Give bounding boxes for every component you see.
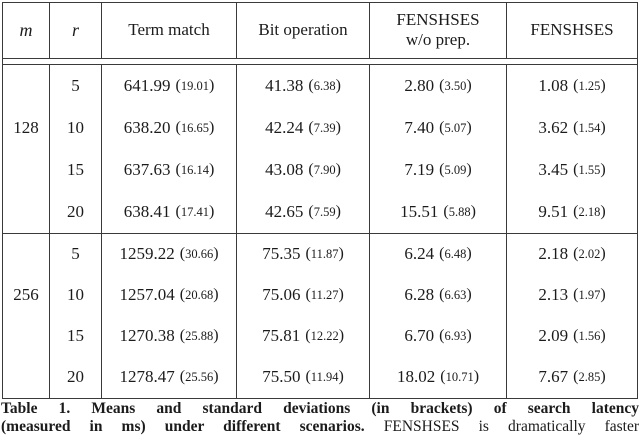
table-row: 15 637.6316.14 43.087.90 7.195.09 3.451.… bbox=[49, 149, 637, 191]
m-value-label: 128 bbox=[3, 107, 49, 149]
header-label-fenshses-wo-prep: FENSHSES w/o prep. bbox=[396, 10, 479, 50]
cell-term-match: 637.6316.14 bbox=[101, 149, 236, 191]
table-row: 5 1259.2230.66 75.3511.87 6.246.48 2.182… bbox=[49, 234, 637, 275]
table-row: 20 638.4117.41 42.657.59 15.515.88 9.512… bbox=[49, 191, 637, 233]
header-cell-fenshses-wo-prep: FENSHSES w/o prep. bbox=[369, 3, 506, 58]
cell-bit-operation: 41.386.38 bbox=[236, 65, 369, 107]
cell-term-match: 1259.2230.66 bbox=[101, 234, 236, 275]
cell-fenshses: 1.081.25 bbox=[506, 65, 637, 107]
cell-fenshses-wo-prep: 7.405.07 bbox=[369, 107, 506, 149]
header-label-bit-operation: Bit operation bbox=[258, 20, 347, 40]
cell-fenshses-wo-prep: 2.803.50 bbox=[369, 65, 506, 107]
r-value-cell: 10 bbox=[49, 275, 101, 316]
table-row: 15 1270.3825.88 75.8112.22 6.706.93 2.09… bbox=[49, 316, 637, 357]
results-table: m r Term match Bit operation FENSHSES w/… bbox=[2, 2, 638, 399]
r-value-cell: 10 bbox=[49, 107, 101, 149]
caption-line-1: Table 1. Means and standard deviations (… bbox=[1, 400, 639, 418]
header-cell-m: m bbox=[3, 3, 49, 58]
header-label-m: m bbox=[20, 20, 33, 41]
table-row: 10 1257.0420.68 75.0611.27 6.286.63 2.13… bbox=[49, 275, 637, 316]
cell-fenshses: 2.131.97 bbox=[506, 275, 637, 316]
r-value-cell: 5 bbox=[49, 65, 101, 107]
cell-bit-operation: 75.3511.87 bbox=[236, 234, 369, 275]
cell-term-match: 638.2016.65 bbox=[101, 107, 236, 149]
header-label-fenshses: FENSHSES bbox=[530, 20, 613, 40]
r-value-cell: 15 bbox=[49, 149, 101, 191]
cell-term-match: 641.9919.01 bbox=[101, 65, 236, 107]
table-row: 5 641.9919.01 41.386.38 2.803.50 1.081.2… bbox=[49, 65, 637, 107]
cell-term-match: 1270.3825.88 bbox=[101, 316, 236, 357]
table-group-256: 256 5 1259.2230.66 75.3511.87 6.246.48 2… bbox=[3, 233, 637, 398]
cell-bit-operation: 75.8112.22 bbox=[236, 316, 369, 357]
r-value-cell: 5 bbox=[49, 234, 101, 275]
cell-fenshses-wo-prep: 7.195.09 bbox=[369, 149, 506, 191]
cell-bit-operation: 43.087.90 bbox=[236, 149, 369, 191]
cell-bit-operation: 75.0611.27 bbox=[236, 275, 369, 316]
table-row: 20 1278.4725.56 75.5011.94 18.0210.71 7.… bbox=[49, 357, 637, 398]
m-value-cell: 128 bbox=[3, 65, 49, 233]
cell-term-match: 638.4117.41 bbox=[101, 191, 236, 233]
cell-fenshses-wo-prep: 6.706.93 bbox=[369, 316, 506, 357]
m-value-label: 256 bbox=[3, 275, 49, 316]
cell-term-match: 1278.4725.56 bbox=[101, 357, 236, 398]
header-label-term-match: Term match bbox=[128, 20, 209, 40]
header-cell-bit-operation: Bit operation bbox=[236, 3, 369, 58]
cell-fenshses: 2.091.56 bbox=[506, 316, 637, 357]
cell-fenshses: 7.672.85 bbox=[506, 357, 637, 398]
table-row: 10 638.2016.65 42.247.39 7.405.07 3.621.… bbox=[49, 107, 637, 149]
cell-fenshses-wo-prep: 6.286.63 bbox=[369, 275, 506, 316]
cell-fenshses: 2.182.02 bbox=[506, 234, 637, 275]
cell-fenshses: 9.512.18 bbox=[506, 191, 637, 233]
cell-fenshses-wo-prep: 15.515.88 bbox=[369, 191, 506, 233]
cell-fenshses: 3.621.54 bbox=[506, 107, 637, 149]
header-cell-fenshses: FENSHSES bbox=[506, 3, 637, 58]
header-row: m r Term match Bit operation FENSHSES w/… bbox=[3, 3, 637, 59]
header-label-r: r bbox=[72, 20, 79, 41]
table-caption: Table 1. Means and standard deviations (… bbox=[1, 400, 639, 435]
cell-bit-operation: 75.5011.94 bbox=[236, 357, 369, 398]
cell-bit-operation: 42.657.59 bbox=[236, 191, 369, 233]
cell-fenshses-wo-prep: 18.0210.71 bbox=[369, 357, 506, 398]
cell-fenshses: 3.451.55 bbox=[506, 149, 637, 191]
cell-term-match: 1257.0420.68 bbox=[101, 275, 236, 316]
r-value-cell: 20 bbox=[49, 191, 101, 233]
cell-fenshses-wo-prep: 6.246.48 bbox=[369, 234, 506, 275]
caption-line-2: (measured in ms) under different scenari… bbox=[1, 418, 639, 435]
header-cell-r: r bbox=[49, 3, 101, 58]
header-cell-term-match: Term match bbox=[101, 3, 236, 58]
table-group-128: 128 5 641.9919.01 41.386.38 2.803.50 1.0… bbox=[3, 65, 637, 233]
m-value-cell: 256 bbox=[3, 234, 49, 398]
r-value-cell: 15 bbox=[49, 316, 101, 357]
cell-bit-operation: 42.247.39 bbox=[236, 107, 369, 149]
r-value-cell: 20 bbox=[49, 357, 101, 398]
